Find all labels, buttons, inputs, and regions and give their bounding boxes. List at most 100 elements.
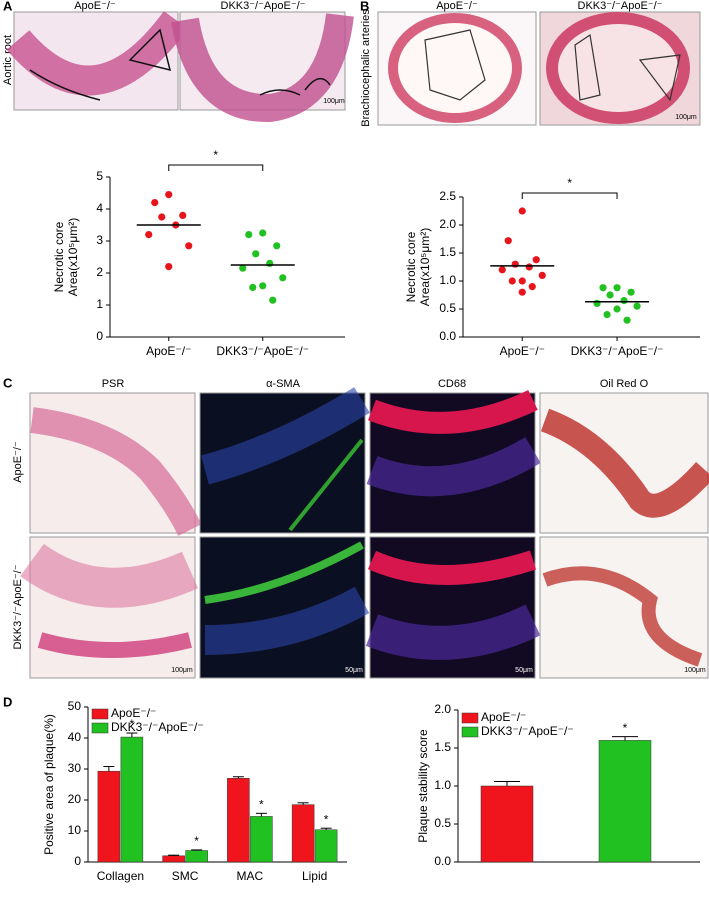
error-bar	[103, 766, 115, 772]
row-label: ApoE⁻/⁻	[12, 441, 24, 483]
dot	[145, 231, 153, 239]
error-bar	[612, 736, 638, 741]
y-tick-label: 30	[68, 761, 82, 775]
scale-bar-label: 100μm	[323, 98, 345, 105]
scale-bar-label: 100μm	[675, 114, 697, 121]
column-label: PSR	[102, 378, 125, 390]
error-bar	[232, 776, 244, 779]
legend-swatch	[91, 722, 109, 734]
dot	[613, 284, 621, 292]
row-label: Brachiocephalic arteries	[360, 9, 372, 127]
dot	[528, 283, 536, 291]
x-tick-label: Lipid	[302, 869, 327, 883]
micrograph: 100μm 50μm 50μm 100μm	[20, 387, 709, 679]
row-label: DKK3⁻/⁻ApoE⁻/⁻	[12, 564, 24, 649]
dot	[508, 277, 516, 285]
y-tick-label: 1.0	[434, 778, 451, 792]
scale-bar-label: 100μm	[171, 667, 193, 674]
dot	[599, 284, 607, 292]
error-bar	[191, 849, 203, 851]
dot	[627, 288, 635, 296]
y-tick-label: 1	[96, 297, 103, 311]
dot	[504, 237, 512, 245]
y-tick-label: 2	[96, 265, 103, 279]
y-tick-label: 0	[74, 854, 81, 868]
dot	[259, 229, 267, 237]
legend-label: ApoE⁻/⁻	[481, 710, 526, 724]
y-axis-title: Necrotic core	[52, 221, 66, 292]
dot	[165, 191, 173, 199]
bar	[227, 778, 250, 863]
bar	[598, 740, 652, 863]
row-label: Aortic root	[2, 35, 14, 85]
dot	[532, 256, 540, 264]
legend-swatch	[461, 726, 479, 738]
error-bar	[255, 812, 267, 817]
panel-letter: B	[360, 0, 369, 13]
legend-label: DKK3⁻/⁻ApoE⁻/⁻	[111, 720, 204, 734]
bar	[185, 850, 208, 863]
error-bar	[168, 854, 180, 856]
dot	[518, 288, 526, 296]
y-tick-label: 1.0	[439, 273, 456, 287]
x-tick-label: SMC	[172, 869, 199, 883]
error-bar	[320, 827, 332, 830]
error-bar	[297, 802, 309, 805]
x-tick-label: MAC	[237, 869, 264, 883]
dot	[603, 311, 611, 319]
column-label: Oil Red O	[600, 378, 649, 390]
column-label: α-SMA	[266, 378, 301, 390]
y-tick-label: 3	[96, 233, 103, 247]
y-tick-label: 2.0	[434, 702, 451, 716]
y-tick-label: 0.0	[434, 854, 451, 868]
scale-bar-label: 100μm	[684, 667, 706, 674]
x-tick-label: DKK3⁻/⁻ApoE⁻/⁻	[216, 344, 309, 358]
column-label: DKK3⁻/⁻ApoE⁻/⁻	[578, 0, 663, 12]
scale-bar-label: 50μm	[345, 667, 363, 674]
dot	[498, 266, 506, 274]
dot	[158, 213, 166, 221]
y-tick-label: 10	[68, 823, 82, 837]
dot	[239, 264, 247, 272]
error-bar	[126, 732, 138, 738]
dot	[593, 299, 601, 307]
dot	[633, 302, 641, 310]
dot	[273, 242, 281, 250]
panel-letter: C	[3, 375, 13, 390]
micrograph: 100μm	[6, 10, 354, 123]
column-label: DKK3⁻/⁻ApoE⁻/⁻	[221, 0, 306, 12]
y-tick-label: 5	[96, 169, 103, 183]
dot	[151, 199, 159, 207]
y-tick-label: 2.5	[439, 189, 456, 203]
y-tick-label: 1.5	[439, 245, 456, 259]
bar	[314, 829, 338, 863]
scale-bar-label: 50μm	[515, 667, 533, 674]
column-label: ApoE⁻/⁻	[74, 0, 116, 12]
dot	[511, 260, 519, 268]
error-bar	[494, 780, 520, 786]
y-tick-label: 0.5	[434, 816, 451, 830]
dot	[185, 242, 193, 250]
y-tick-label: 1.5	[434, 740, 451, 754]
column-label: CD68	[438, 378, 466, 390]
dot	[518, 207, 526, 215]
dot	[518, 277, 526, 285]
y-axis-title: Positive area of plaque(%)	[42, 714, 56, 855]
bar	[120, 736, 144, 863]
significance-label: *	[213, 148, 218, 162]
dot	[279, 274, 287, 282]
dot	[266, 259, 274, 267]
dot	[538, 271, 546, 279]
y-tick-label: 20	[68, 792, 82, 806]
bar	[250, 816, 273, 863]
dot	[623, 316, 631, 324]
significance-bracket	[168, 164, 264, 171]
dot	[259, 282, 267, 290]
legend-swatch	[91, 708, 109, 720]
y-tick-label: 0.0	[439, 329, 456, 343]
bar	[291, 804, 315, 863]
dot	[249, 283, 257, 291]
x-tick-label: ApoE⁻/⁻	[146, 344, 191, 358]
significance-label: *	[194, 834, 199, 848]
